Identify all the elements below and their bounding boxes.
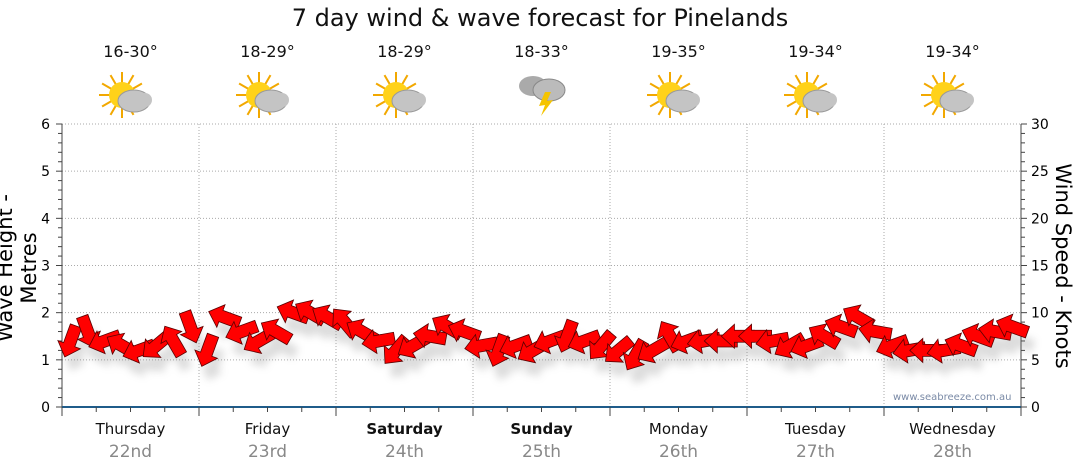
day-name: Thursday (95, 420, 166, 438)
wind-arrow-shadow (644, 351, 676, 377)
thunderstorm-icon (473, 70, 610, 120)
wind-arrow-shadow (831, 328, 865, 352)
wind-arrow (178, 309, 204, 344)
partly-cloudy-icon (884, 70, 1021, 120)
partly-cloudy-icon (610, 70, 747, 120)
y-tick-label: 3 (41, 259, 50, 275)
wind-arrow (225, 319, 260, 345)
wind-arrow (412, 322, 448, 349)
day-temp: 18-33° (514, 42, 569, 61)
partly-cloudy-icon (336, 70, 473, 120)
wind-arrow (605, 334, 636, 363)
day-name: Monday (648, 420, 709, 438)
day-name: Sunday (510, 420, 573, 438)
day-name: Saturday (366, 420, 443, 438)
wind-arrow (361, 328, 397, 355)
wind-arrow (808, 323, 842, 350)
y2-tick-label: 30 (1031, 117, 1049, 133)
wind-arrows (57, 299, 1031, 371)
wind-arrow (944, 332, 979, 358)
day-temp: 18-29° (240, 42, 295, 61)
chart-title: 7 day wind & wave forecast for Pinelands (291, 4, 789, 32)
credit-link[interactable]: www.seabreeze.com.au (893, 392, 1012, 403)
y-tick-label: 1 (41, 353, 50, 369)
y-tick-label: 2 (41, 306, 50, 322)
y-tick-label: 6 (41, 117, 50, 133)
wind-arrow-shadow (267, 333, 299, 359)
day-name: Wednesday (909, 420, 996, 438)
day-date: 27th (795, 442, 836, 462)
wind-arrow-shadow (318, 318, 351, 345)
y2-tick-label: 25 (1031, 164, 1049, 180)
day-name: Tuesday (784, 420, 847, 438)
wind-arrow (499, 334, 534, 360)
wind-arrow (485, 332, 511, 367)
wind-arrow (876, 334, 911, 360)
partly-cloudy-icon (199, 70, 336, 120)
wind-arrow (995, 313, 1031, 339)
wind-arrow (755, 328, 790, 355)
wind-arrow-shadow (200, 347, 225, 381)
wind-arrow-shadow (968, 337, 1002, 362)
day-temp: 19-34° (788, 42, 843, 61)
wind-arrow (160, 325, 188, 359)
y2-tick-label: 15 (1031, 259, 1049, 275)
y2-tick-label: 20 (1031, 211, 1049, 227)
day-temp: 19-35° (651, 42, 706, 61)
day-date: 25th (521, 442, 562, 462)
day-date: 28th (932, 442, 973, 462)
wind-arrow (447, 318, 483, 344)
wind-arrow (637, 336, 671, 364)
day-temp: 19-34° (925, 42, 980, 61)
wind-arrow (567, 329, 602, 355)
wind-arrow (464, 333, 499, 360)
wind-arrow (57, 323, 83, 358)
wind-arrow (260, 318, 294, 346)
y2-tick-label: 10 (1031, 306, 1049, 322)
y2-tick-label: 5 (1031, 353, 1040, 369)
wind-arrow (533, 329, 568, 355)
day-temp: 18-29° (377, 42, 432, 61)
day-name: Friday (244, 420, 291, 438)
wind-arrow-shadow (63, 337, 88, 371)
y-tick-label: 5 (41, 164, 50, 180)
y2-tick-label: 0 (1031, 400, 1040, 416)
wind-arrow (194, 332, 220, 367)
y-tick-label: 0 (41, 400, 50, 416)
y-tick-label: 4 (41, 211, 50, 227)
wind-arrow (589, 329, 617, 360)
wind-arrow (824, 313, 859, 339)
day-temp: 16-30° (103, 42, 158, 61)
day-date: 24th (384, 442, 425, 462)
day-date: 22nd (108, 442, 153, 462)
partly-cloudy-icon (747, 70, 884, 120)
day-date: 23rd (247, 442, 288, 462)
partly-cloudy-icon (62, 70, 199, 120)
day-date: 26th (658, 442, 699, 462)
